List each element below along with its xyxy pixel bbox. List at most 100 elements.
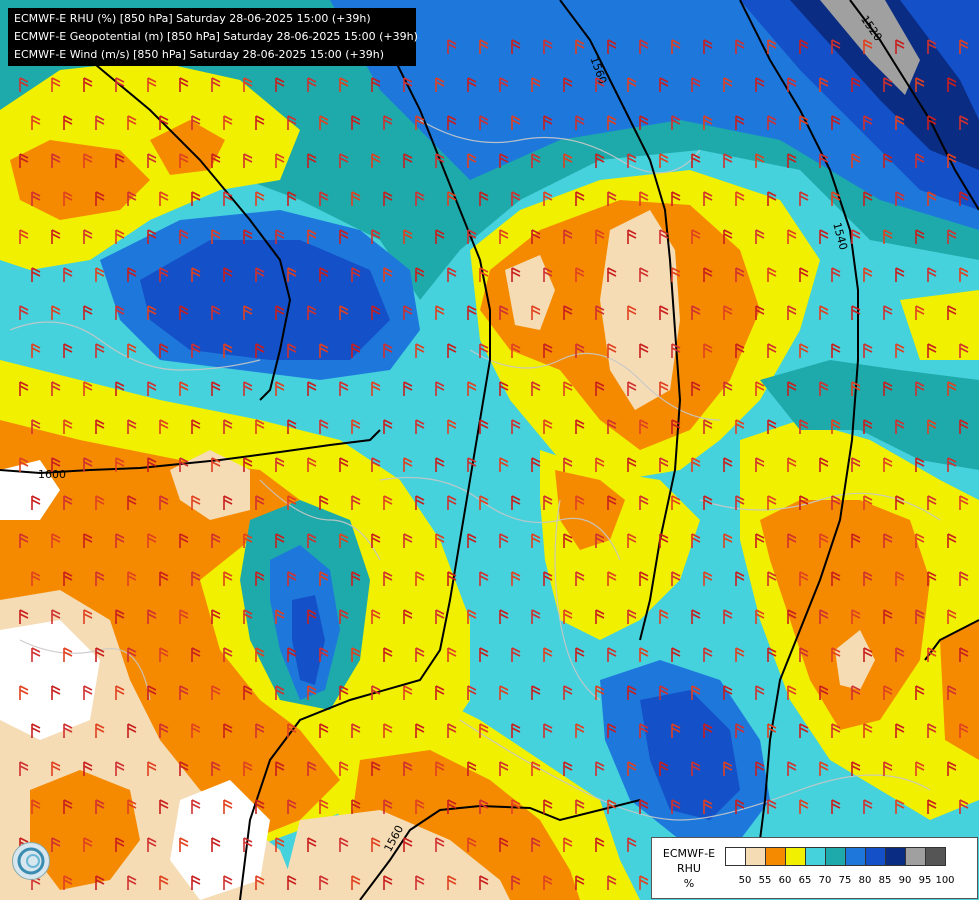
wind-barb [339, 837, 349, 852]
wind-barb [319, 191, 329, 206]
wind-barb [403, 77, 413, 92]
wind-barb [691, 153, 701, 168]
wind-barb [275, 77, 285, 92]
wind-barb [531, 457, 541, 472]
wind-barb [115, 685, 125, 700]
wind-barb [831, 39, 841, 54]
wind-barb [179, 837, 189, 852]
wind-barb [211, 457, 221, 472]
wind-barb [671, 267, 681, 282]
wind-barb [563, 457, 573, 472]
wind-barb [243, 77, 253, 92]
legend-swatch [805, 847, 826, 866]
wind-barb [51, 229, 61, 244]
wind-barb [383, 267, 393, 282]
wind-barb [563, 533, 573, 548]
wind-barb [671, 571, 681, 586]
wind-barb [671, 343, 681, 358]
wind-barb [243, 837, 253, 852]
wind-barb [851, 153, 861, 168]
wind-barb [499, 229, 509, 244]
wind-barb [895, 343, 905, 358]
wind-barb [403, 229, 413, 244]
wind-barb [863, 799, 873, 814]
wind-barb [243, 305, 253, 320]
wind-barb [147, 837, 157, 852]
wind-barb [831, 191, 841, 206]
wind-barb [255, 799, 265, 814]
wind-barb [467, 457, 477, 472]
wind-barb [895, 39, 905, 54]
wind-barb [307, 381, 317, 396]
wind-barb [767, 267, 777, 282]
wind-barb [275, 609, 285, 624]
wind-barb [339, 305, 349, 320]
wind-barb [243, 381, 253, 396]
wind-barb [691, 305, 701, 320]
wind-barb [447, 191, 457, 206]
wind-barb [927, 115, 937, 130]
wind-barb [767, 799, 777, 814]
wave-logo-icon [12, 842, 50, 880]
wind-barb [415, 495, 425, 510]
wind-barb [371, 533, 381, 548]
wind-barb [723, 153, 733, 168]
wind-barb [787, 533, 797, 548]
wind-barb [383, 723, 393, 738]
wind-barb [179, 533, 189, 548]
wind-barb [735, 115, 745, 130]
wind-barb [499, 305, 509, 320]
wind-barb [223, 191, 233, 206]
wind-barb [223, 723, 233, 738]
wind-barb [563, 153, 573, 168]
wind-barb [659, 685, 669, 700]
wind-barb [799, 647, 809, 662]
wind-barb [211, 229, 221, 244]
wind-barb [959, 495, 969, 510]
wind-barb [127, 571, 137, 586]
wind-barb [659, 457, 669, 472]
wind-barb [659, 761, 669, 776]
wind-barb [767, 571, 777, 586]
wind-barb [95, 115, 105, 130]
wind-barb [159, 799, 169, 814]
wind-barb [415, 723, 425, 738]
wind-barb [307, 153, 317, 168]
wind-barb [607, 647, 617, 662]
wind-barb [819, 533, 829, 548]
wind-barb [223, 419, 233, 434]
legend-tick: 80 [858, 875, 872, 886]
wind-barb [671, 647, 681, 662]
contour-1540 [739, 0, 859, 841]
wind-barb [255, 191, 265, 206]
wind-barb [255, 267, 265, 282]
wind-barb [947, 153, 957, 168]
wind-barb [499, 837, 509, 852]
wind-barb [415, 799, 425, 814]
wind-barb [883, 609, 893, 624]
wind-barb [735, 39, 745, 54]
wind-barb [787, 381, 797, 396]
wind-barb [723, 533, 733, 548]
wind-barb [915, 305, 925, 320]
wind-barb [403, 837, 413, 852]
wind-barb [531, 305, 541, 320]
wind-barb [403, 381, 413, 396]
wind-barb [339, 685, 349, 700]
wind-barb [371, 685, 381, 700]
wind-barb [543, 191, 553, 206]
wind-barb [947, 381, 957, 396]
wind-barb [831, 419, 841, 434]
wind-barb [83, 533, 93, 548]
wind-barb [819, 457, 829, 472]
wind-barb [787, 77, 797, 92]
wind-barb [415, 115, 425, 130]
wind-barb [883, 761, 893, 776]
wind-barb [851, 305, 861, 320]
wind-barb [831, 343, 841, 358]
wind-barb [351, 191, 361, 206]
wind-barb [211, 609, 221, 624]
wind-barb [435, 77, 445, 92]
wind-barb [927, 191, 937, 206]
wind-barb [447, 115, 457, 130]
